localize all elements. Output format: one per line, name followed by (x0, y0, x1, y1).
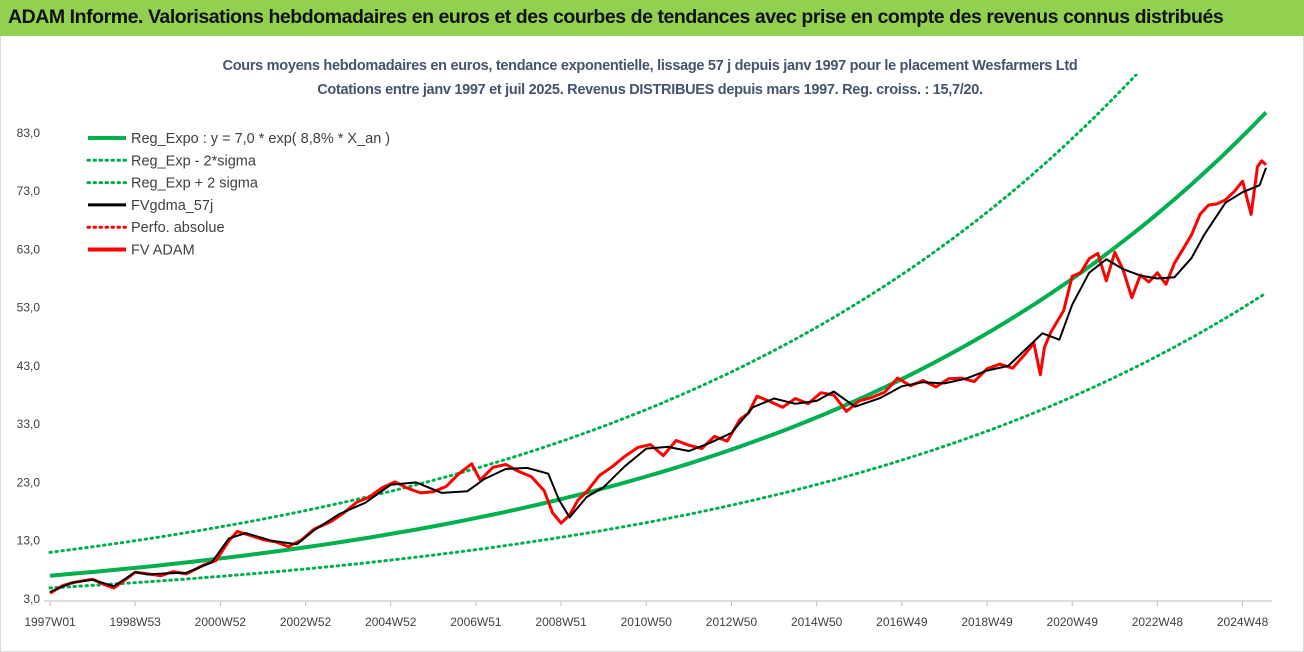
plot-series (48, 74, 1268, 595)
y-tick-label: 3,0 (23, 592, 40, 606)
series-line-5 (49, 159, 1268, 595)
x-tick-label: 2020W49 (1047, 615, 1099, 629)
x-tick-label: 2006W51 (450, 615, 502, 629)
title-bar: ADAM Informe. Valorisations hebdomadaire… (0, 0, 1304, 36)
x-tick-label: 2016W49 (876, 615, 928, 629)
y-tick-label: 43,0 (17, 359, 41, 373)
x-tick-label: 1998W53 (109, 615, 161, 629)
series-line-2 (48, 74, 1139, 554)
x-tick-label: 2018W49 (961, 615, 1013, 629)
y-tick-label: 53,0 (17, 301, 41, 315)
y-tick-label: 83,0 (17, 126, 41, 140)
x-tick-label: 2012W50 (706, 615, 758, 629)
page-title: ADAM Informe. Valorisations hebdomadaire… (8, 6, 1224, 28)
legend-label: Reg_Exp + 2 sigma (131, 176, 259, 192)
y-tick-label: 73,0 (17, 184, 41, 198)
x-tick-label: 2010W50 (621, 615, 673, 629)
x-tick-label: 2004W52 (365, 615, 417, 629)
chart-subtitle-line2: Cotations entre janv 1997 et juil 2025. … (317, 82, 983, 98)
legend-label: Reg_Exp - 2*sigma (131, 153, 257, 169)
legend-label: FV ADAM (131, 243, 195, 259)
x-tick-label: 2022W48 (1132, 615, 1184, 629)
x-tick-label: 2000W52 (195, 615, 247, 629)
x-tick-label: 2024W48 (1217, 615, 1269, 629)
y-tick-label: 23,0 (17, 475, 41, 489)
chart-subtitle-line1: Cours moyens hebdomadaires en euros, ten… (223, 58, 1078, 74)
legend: Reg_Expo : y = 7,0 * exp( 8,8% * X_an ) R… (86, 131, 390, 259)
y-tick-label: 13,0 (17, 534, 41, 548)
y-tick-label: 63,0 (17, 242, 41, 256)
legend-label: Perfo. absolue (131, 220, 225, 236)
series-line-3 (49, 167, 1267, 593)
series-line-0 (49, 111, 1268, 578)
legend-label: Reg_Expo : y = 7,0 * exp( 8,8% * X_an ) (131, 131, 390, 147)
x-tick-label: 2002W52 (280, 615, 332, 629)
x-axis: 1997W01 1998W53 2000W52 2002W52 2004W52 2006W… (24, 601, 1269, 629)
x-tick-label: 2014W50 (791, 615, 843, 629)
series-line-1 (48, 291, 1268, 590)
x-tick-label: 1997W01 (24, 615, 76, 629)
y-axis: 3,0 13,0 23,0 33,0 43,0 53,0 63,0 73,0 83,0 (17, 126, 41, 606)
y-tick-label: 33,0 (17, 417, 41, 431)
x-tick-label: 2008W51 (535, 615, 587, 629)
legend-label: FVgdma_57j (131, 198, 213, 214)
